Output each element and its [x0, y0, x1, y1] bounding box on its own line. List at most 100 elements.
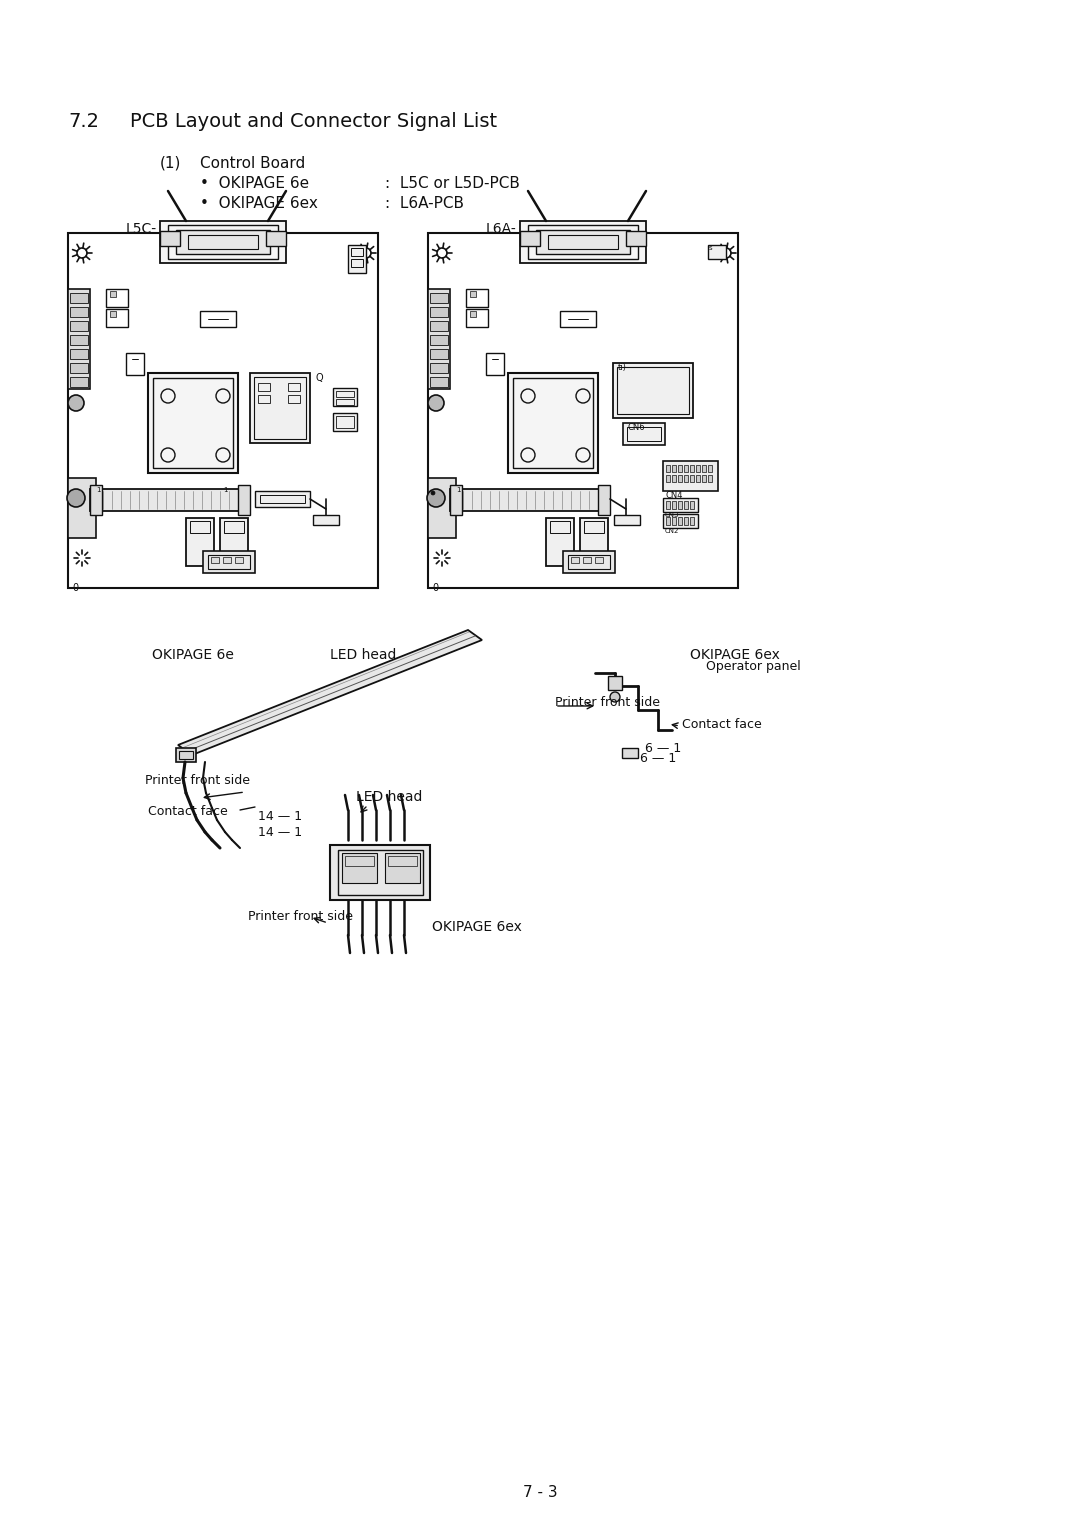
Text: 14 — 1: 14 — 1: [258, 810, 302, 823]
Bar: [70, 349, 87, 359]
Text: 7 - 3: 7 - 3: [523, 1485, 557, 1500]
Bar: [598, 485, 610, 514]
Bar: [288, 383, 300, 391]
Bar: [200, 311, 237, 327]
Bar: [450, 485, 462, 514]
Text: 1: 1: [222, 487, 228, 493]
Text: 1: 1: [96, 487, 100, 493]
Bar: [211, 557, 219, 563]
Bar: [430, 349, 448, 359]
Bar: [351, 249, 363, 256]
Bar: [608, 676, 622, 690]
Bar: [508, 372, 598, 473]
Bar: [70, 307, 87, 317]
Bar: [238, 485, 249, 514]
Bar: [690, 501, 694, 510]
Text: (1): (1): [160, 156, 181, 171]
Text: Control Board: Control Board: [200, 156, 306, 171]
Bar: [708, 475, 712, 482]
Bar: [430, 293, 448, 304]
Text: Operator panel: Operator panel: [706, 661, 800, 673]
Bar: [690, 465, 694, 472]
Text: 1: 1: [456, 487, 460, 493]
Bar: [546, 517, 573, 566]
Bar: [384, 853, 420, 884]
Text: OKIPAGE 6ex: OKIPAGE 6ex: [690, 649, 780, 662]
Bar: [613, 363, 693, 418]
Bar: [672, 475, 676, 482]
Bar: [666, 501, 670, 510]
Bar: [627, 427, 661, 441]
Bar: [208, 555, 249, 569]
Circle shape: [67, 488, 85, 507]
Text: 6 — 1: 6 — 1: [640, 752, 676, 765]
Bar: [470, 311, 476, 317]
Bar: [684, 465, 688, 472]
Bar: [470, 291, 476, 298]
Bar: [338, 850, 423, 896]
Circle shape: [427, 488, 445, 507]
Bar: [160, 230, 180, 246]
Text: Contact face: Contact face: [681, 719, 761, 731]
Bar: [351, 259, 363, 267]
Circle shape: [431, 491, 435, 494]
Bar: [428, 288, 450, 389]
Bar: [224, 520, 244, 533]
Bar: [663, 497, 698, 513]
Text: 0: 0: [432, 583, 438, 594]
Bar: [388, 856, 417, 865]
Text: OKIPAGE 6e: OKIPAGE 6e: [152, 649, 234, 662]
Bar: [254, 377, 306, 439]
Bar: [255, 491, 310, 507]
Text: •  OKIPAGE 6e: • OKIPAGE 6e: [200, 175, 309, 191]
Bar: [595, 557, 603, 563]
Bar: [583, 557, 591, 563]
Bar: [203, 551, 255, 572]
Bar: [580, 517, 608, 566]
Bar: [68, 288, 90, 389]
Text: L6A-: L6A-: [486, 221, 516, 237]
Bar: [684, 501, 688, 510]
Text: CN6: CN6: [627, 423, 646, 432]
Bar: [528, 224, 638, 259]
Bar: [708, 246, 726, 259]
Bar: [222, 557, 231, 563]
Bar: [684, 475, 688, 482]
Bar: [666, 475, 670, 482]
Bar: [615, 514, 640, 525]
Bar: [465, 288, 488, 307]
Bar: [126, 353, 144, 375]
Bar: [663, 514, 698, 528]
Text: 0: 0: [72, 583, 78, 594]
Bar: [168, 224, 278, 259]
Bar: [336, 417, 354, 427]
Bar: [179, 751, 193, 758]
Bar: [486, 353, 504, 375]
Text: Q: Q: [316, 372, 324, 383]
Text: LED head: LED head: [330, 649, 396, 662]
Bar: [428, 233, 738, 588]
Bar: [345, 856, 374, 865]
Bar: [153, 378, 233, 468]
Bar: [430, 320, 448, 331]
Bar: [561, 311, 596, 327]
Bar: [536, 230, 630, 253]
Bar: [333, 414, 357, 430]
Bar: [110, 311, 116, 317]
Bar: [666, 517, 670, 525]
Bar: [672, 517, 676, 525]
Bar: [702, 475, 706, 482]
Bar: [666, 465, 670, 472]
Text: Printer front side: Printer front side: [248, 909, 353, 923]
Text: :  L5C or L5D-PCB: : L5C or L5D-PCB: [384, 175, 519, 191]
Text: Contact face: Contact face: [148, 806, 228, 818]
Bar: [622, 748, 638, 758]
Bar: [430, 336, 448, 345]
Bar: [519, 221, 646, 262]
Text: :  L6A-PCB: : L6A-PCB: [384, 195, 464, 211]
Bar: [68, 478, 96, 539]
Bar: [110, 291, 116, 298]
Bar: [672, 465, 676, 472]
Bar: [68, 233, 378, 588]
Bar: [690, 475, 694, 482]
